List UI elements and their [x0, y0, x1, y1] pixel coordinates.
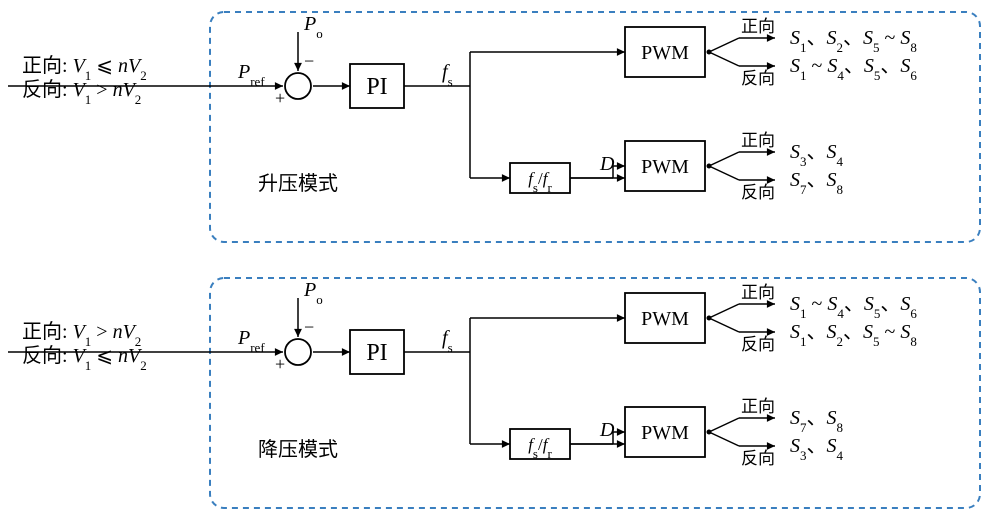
- fs-label: fs: [442, 327, 453, 355]
- po-label: Po: [303, 279, 323, 307]
- svg-text:S1、S2、S5 ~ S8: S1、S2、S5 ~ S8: [790, 321, 917, 349]
- svg-text:S7、S8: S7、S8: [790, 169, 843, 197]
- svg-text:+: +: [275, 88, 285, 108]
- diagram-canvas: 正向: V1 ⩽ nV2反向: V1 > nV2Pref+−PoPIfsPWMf…: [0, 0, 1000, 518]
- svg-text:正向: 正向: [741, 397, 775, 416]
- fs-label: fs: [442, 61, 453, 89]
- pwm-block-1: PWM: [641, 308, 689, 330]
- pwm-block-2: PWM: [641, 156, 689, 178]
- svg-text:反向: 反向: [741, 69, 775, 88]
- mode-label: 降压模式: [258, 438, 338, 461]
- cond-reverse: 反向: V1 ⩽ nV2: [22, 344, 147, 373]
- svg-text:反向: 反向: [741, 335, 775, 354]
- po-label: Po: [303, 13, 323, 41]
- svg-text:S1、S2、S5 ~ S8: S1、S2、S5 ~ S8: [790, 27, 917, 55]
- pi-block: PI: [366, 340, 387, 366]
- ratio-block: fs/fr: [528, 435, 552, 461]
- svg-text:+: +: [275, 354, 285, 374]
- svg-text:−: −: [304, 317, 314, 337]
- svg-text:S7、S8: S7、S8: [790, 407, 843, 435]
- svg-text:正向: 正向: [741, 283, 775, 302]
- svg-text:正向: 正向: [741, 131, 775, 150]
- pref-label: Pref: [237, 327, 265, 355]
- pwm-block-1: PWM: [641, 42, 689, 64]
- pi-block: PI: [366, 74, 387, 100]
- svg-text:反向: 反向: [741, 449, 775, 468]
- svg-text:−: −: [304, 51, 314, 71]
- cond-reverse: 反向: V1 > nV2: [22, 78, 141, 107]
- svg-text:正向: 正向: [741, 17, 775, 36]
- svg-text:S3、S4: S3、S4: [790, 141, 844, 169]
- summing-junction: [285, 73, 311, 99]
- mode-label: 升压模式: [258, 172, 338, 195]
- svg-text:S3、S4: S3、S4: [790, 435, 844, 463]
- pref-label: Pref: [237, 61, 265, 89]
- pwm-block-2: PWM: [641, 422, 689, 444]
- ratio-block: fs/fr: [528, 169, 552, 195]
- svg-text:S1 ~ S4、S5、S6: S1 ~ S4、S5、S6: [790, 293, 917, 321]
- svg-text:S1 ~ S4、S5、S6: S1 ~ S4、S5、S6: [790, 55, 917, 83]
- svg-text:反向: 反向: [741, 183, 775, 202]
- summing-junction: [285, 339, 311, 365]
